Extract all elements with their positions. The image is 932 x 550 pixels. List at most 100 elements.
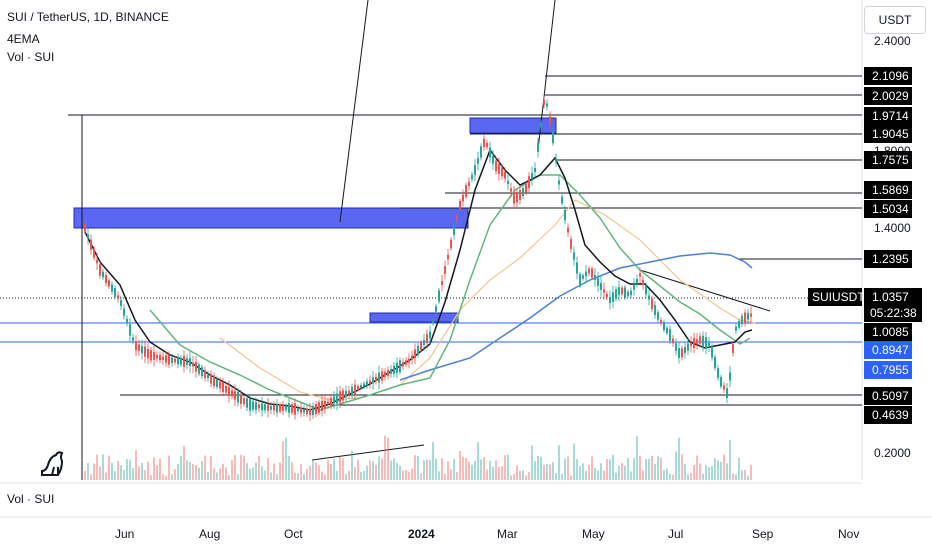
x-tick-sep: Sep — [752, 527, 774, 541]
candle-body — [147, 348, 149, 359]
candle-body — [621, 287, 623, 295]
candle-body — [300, 407, 302, 413]
candle-body — [609, 296, 611, 304]
trend-lines — [81, 0, 771, 480]
volume-bar — [468, 461, 470, 480]
candle-body — [123, 308, 125, 316]
volume-bar — [519, 470, 521, 480]
time-axis[interactable]: Jun Aug Oct 2024 Mar May Jul Sep Nov — [115, 527, 859, 541]
volume-bar — [90, 474, 92, 480]
volume-bar — [261, 466, 263, 480]
price-label-0.7955: 0.7955 — [872, 363, 909, 377]
volume-bar — [150, 475, 152, 480]
volume-bar — [252, 467, 254, 480]
candle-body — [441, 280, 443, 286]
candle-body — [237, 392, 239, 403]
volume-bar — [105, 472, 107, 480]
candle-body — [693, 338, 695, 348]
candle-body — [258, 404, 260, 409]
volume-bar — [450, 469, 452, 480]
candle-body — [573, 252, 575, 260]
volume-bars — [84, 435, 752, 480]
candle-body — [132, 337, 134, 341]
zone-rect-large[interactable] — [73, 207, 469, 229]
volume-bar — [528, 472, 530, 480]
volume-bar — [609, 459, 611, 480]
volume-bar — [489, 460, 491, 480]
candle-body — [114, 288, 116, 297]
volume-bar — [723, 454, 725, 480]
volume-bar — [297, 473, 299, 480]
volume-bar — [657, 456, 659, 480]
candle-body — [126, 318, 128, 324]
volume-bar — [612, 454, 614, 480]
volume-bar — [372, 461, 374, 480]
volume-bar — [453, 459, 455, 480]
volume-bar — [429, 460, 431, 480]
volume-bar — [537, 455, 539, 480]
candle-body — [411, 355, 413, 360]
candle-body — [324, 400, 326, 409]
candle-body — [354, 384, 356, 395]
candle-body — [216, 378, 218, 387]
volume-legend[interactable]: Vol · SUI — [7, 50, 55, 64]
volume-bar — [681, 454, 683, 480]
volume-bar — [141, 463, 143, 480]
candle-body — [558, 180, 560, 185]
volume-bar — [444, 473, 446, 480]
volume-bar — [582, 463, 584, 480]
candle-series — [84, 96, 752, 421]
candle-body — [339, 391, 341, 403]
volume-bar — [705, 465, 707, 480]
candle-body — [99, 264, 101, 276]
volume-bar — [330, 463, 332, 480]
volume-bar — [465, 457, 467, 480]
candle-body — [363, 383, 365, 387]
volume-bar — [603, 470, 605, 480]
candle-body — [189, 358, 191, 366]
volume-bar — [147, 461, 149, 480]
volume-bar — [606, 459, 608, 480]
volume-bar — [111, 462, 113, 480]
candle-body — [270, 406, 272, 410]
candle-body — [90, 239, 92, 250]
volume-bar — [591, 456, 593, 480]
price-label-0.8947: 0.8947 — [872, 343, 909, 357]
candle-body — [735, 326, 737, 331]
volume-bar — [234, 455, 236, 480]
volume-bar — [357, 459, 359, 480]
candle-body — [435, 306, 437, 312]
volume-bar — [210, 456, 212, 480]
candle-body — [303, 408, 305, 413]
candle-body — [273, 405, 275, 411]
volume-bar — [405, 469, 407, 480]
volume-bar — [483, 457, 485, 480]
currency-button[interactable]: USDT — [864, 6, 926, 34]
candle-body — [672, 338, 674, 344]
volume-bar — [288, 455, 290, 480]
zone-rect-top[interactable] — [469, 117, 557, 134]
candle-body — [501, 167, 503, 177]
indicator-label[interactable]: 4EMA — [7, 32, 40, 46]
candle-body — [309, 409, 311, 415]
volume-bar — [717, 460, 719, 480]
candle-body — [489, 147, 491, 158]
candle-body — [639, 273, 641, 277]
volume-bar — [588, 464, 590, 480]
volume-bar — [186, 460, 188, 480]
candle-body — [414, 349, 416, 358]
candle-body — [192, 362, 194, 367]
candle-body — [240, 394, 242, 404]
volume-bar — [417, 455, 419, 480]
volume-bar — [339, 456, 341, 480]
volume-bar — [684, 463, 686, 480]
candle-body — [603, 289, 605, 293]
volume-bar — [399, 465, 401, 480]
candle-body — [228, 386, 230, 397]
zone-rect-mid[interactable] — [369, 312, 459, 323]
candle-body — [381, 371, 383, 381]
candle-body — [333, 396, 335, 404]
volume-bar — [309, 465, 311, 480]
candle-body — [201, 367, 203, 377]
